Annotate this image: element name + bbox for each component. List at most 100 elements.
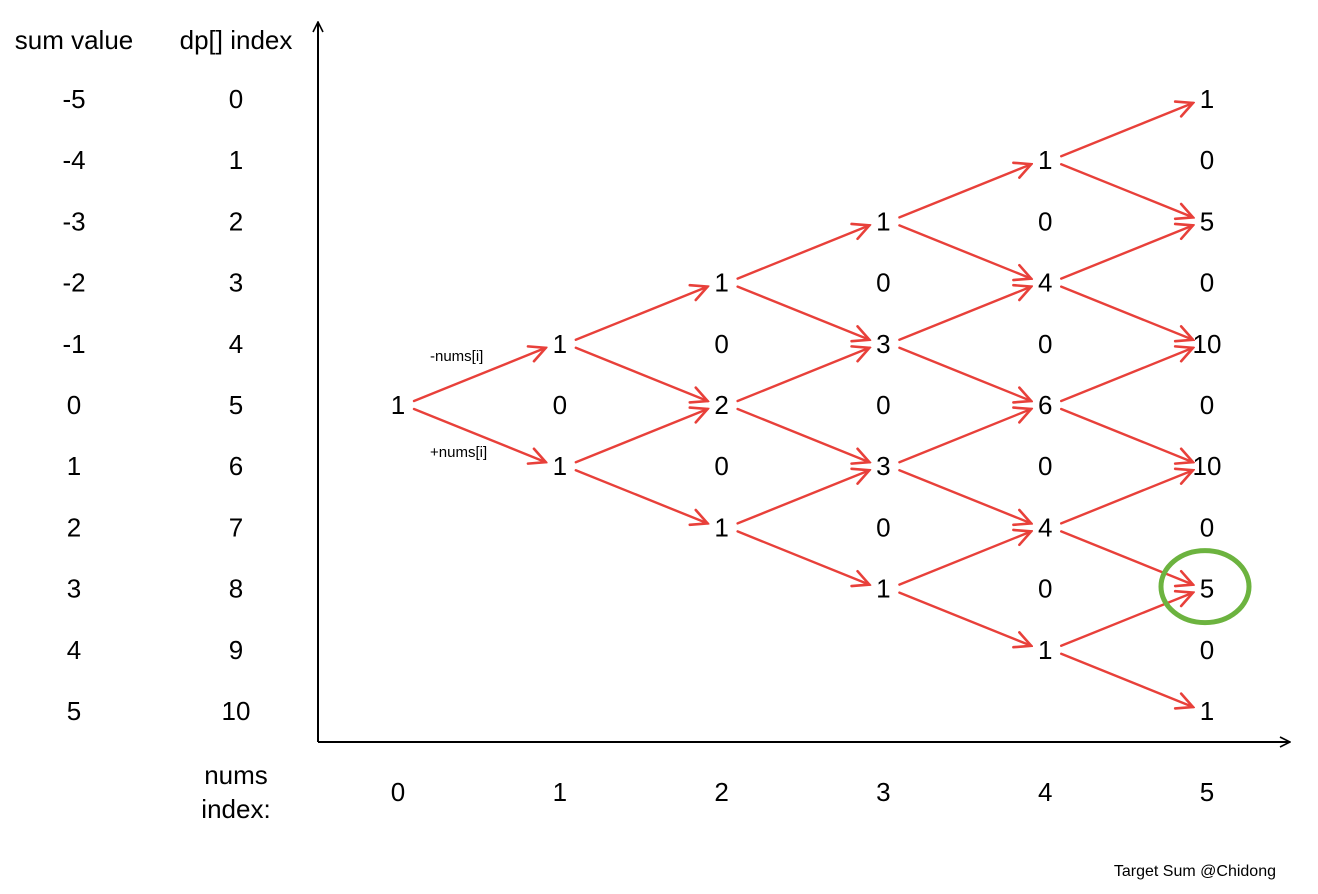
- dp-cell-value: 1: [714, 268, 728, 298]
- dp-index-header: dp[] index: [180, 25, 293, 55]
- nums-index-value: 4: [1038, 777, 1052, 807]
- dp-cell-value: 0: [714, 329, 728, 359]
- minus-branch-label: -nums[i]: [430, 348, 483, 365]
- dp-cell-value: 5: [1200, 206, 1214, 236]
- dp-cell-value: 1: [1038, 635, 1052, 665]
- credit-text: Target Sum @Chidong: [1114, 863, 1276, 880]
- dp-cell-value: 0: [1200, 512, 1214, 542]
- sum-value-label: -4: [62, 145, 85, 175]
- dp-cell-value: 0: [876, 390, 890, 420]
- dp-index-label: 9: [229, 635, 243, 665]
- transition-arrows: [412, 103, 1193, 707]
- nums-index-value: 3: [876, 777, 890, 807]
- dp-cell-value: 4: [1038, 512, 1052, 542]
- answer-highlight-circle: [1158, 548, 1252, 626]
- dp-index-label: 10: [222, 696, 251, 726]
- dp-cell-value: 0: [714, 451, 728, 481]
- plus-transition-arrow: [1059, 162, 1193, 217]
- plus-transition-arrow: [898, 469, 1031, 523]
- plus-transition-arrow: [898, 591, 1031, 646]
- plus-branch-label: +nums[i]: [430, 444, 487, 461]
- dp-cell-value: 0: [1038, 574, 1052, 604]
- plus-transition-arrow: [412, 407, 546, 462]
- dp-index-label: 4: [229, 329, 243, 359]
- plus-transition-arrow: [1059, 652, 1193, 707]
- dp-cell-value: 0: [1038, 451, 1052, 481]
- dp-cell-value: 0: [1200, 145, 1214, 175]
- plus-transition-arrow: [736, 407, 870, 462]
- minus-transition-arrow: [1059, 103, 1193, 158]
- dp-cell-value: 0: [1038, 329, 1052, 359]
- plus-transition-arrow: [1059, 407, 1193, 462]
- dp-cell-value: 0: [1038, 206, 1052, 236]
- sum-value-label: 0: [67, 390, 81, 420]
- nums-index-label-line1: nums: [204, 760, 268, 790]
- dp-cell-value: 1: [1200, 696, 1214, 726]
- plus-transition-arrow: [574, 469, 708, 523]
- sum-value-label: -3: [62, 206, 85, 236]
- dp-index-label: 3: [229, 268, 243, 298]
- minus-transition-arrow: [898, 409, 1031, 464]
- minus-transition-arrow: [1059, 593, 1193, 647]
- plus-transition-arrow: [736, 285, 870, 340]
- dp-cell-value: 4: [1038, 268, 1052, 298]
- dp-index-label: 6: [229, 451, 243, 481]
- minus-transition-arrow: [736, 225, 870, 280]
- nums-index-value: 2: [714, 777, 728, 807]
- dp-cell-value: 0: [1200, 390, 1214, 420]
- dp-cell-value: 0: [1200, 268, 1214, 298]
- minus-transition-arrow: [898, 287, 1031, 341]
- minus-transition-arrow: [574, 409, 708, 464]
- dp-index-label: 7: [229, 512, 243, 542]
- sum-value-label: 5: [67, 696, 81, 726]
- sum-value-label: -2: [62, 268, 85, 298]
- sum-value-label: -5: [62, 84, 85, 114]
- nums-index-label-line2: index:: [201, 794, 270, 824]
- dp-cell-value: 1: [714, 512, 728, 542]
- dp-index-column: 0 1 2 3 4 5 6 7 8 9 10: [222, 84, 251, 726]
- minus-transition-arrow: [736, 470, 870, 525]
- sum-value-label: -1: [62, 329, 85, 359]
- dp-cell-value: 6: [1038, 390, 1052, 420]
- sum-value-header: sum value: [15, 25, 134, 55]
- dp-cell-value: 1: [876, 206, 890, 236]
- dp-cell-value: 0: [553, 390, 567, 420]
- dp-cell-value: 0: [876, 512, 890, 542]
- nums-index-ticks: 0 1 2 3 4 5: [391, 777, 1214, 807]
- dp-cell-value: 5: [1200, 574, 1214, 604]
- plus-transition-arrow: [574, 346, 708, 401]
- minus-transition-arrow: [1059, 348, 1193, 403]
- minus-transition-arrow: [898, 531, 1031, 586]
- dp-index-label: 5: [229, 390, 243, 420]
- dp-cell-value: 1: [391, 390, 405, 420]
- plus-transition-arrow: [1059, 530, 1193, 584]
- highlight-ellipse: [1158, 548, 1252, 626]
- minus-transition-arrow: [1059, 225, 1193, 280]
- dp-index-label: 8: [229, 574, 243, 604]
- plus-transition-arrow: [1059, 285, 1193, 340]
- dp-cell-value: 1: [1200, 84, 1214, 114]
- dp-cell-value: 2: [714, 390, 728, 420]
- nums-index-value: 1: [553, 777, 567, 807]
- dp-cell-value: 0: [876, 268, 890, 298]
- sum-value-label: 1: [67, 451, 81, 481]
- dp-index-label: 0: [229, 84, 243, 114]
- axes: [318, 22, 1290, 742]
- dp-cell-value: 3: [876, 329, 890, 359]
- dp-cell-value: 1: [876, 574, 890, 604]
- nums-index-value: 5: [1200, 777, 1214, 807]
- dp-cell-value: 3: [876, 451, 890, 481]
- dp-cell-value: 10: [1193, 451, 1222, 481]
- dp-index-label: 2: [229, 206, 243, 236]
- nums-index-value: 0: [391, 777, 405, 807]
- dp-cell-value: 1: [553, 329, 567, 359]
- plus-transition-arrow: [736, 530, 870, 584]
- minus-transition-arrow: [574, 287, 708, 341]
- dp-cell-value: 0: [1200, 635, 1214, 665]
- plus-transition-arrow: [898, 224, 1031, 278]
- dp-cell-value: 1: [553, 451, 567, 481]
- minus-transition-arrow: [1059, 470, 1193, 525]
- dp-cell-value: 1: [1038, 145, 1052, 175]
